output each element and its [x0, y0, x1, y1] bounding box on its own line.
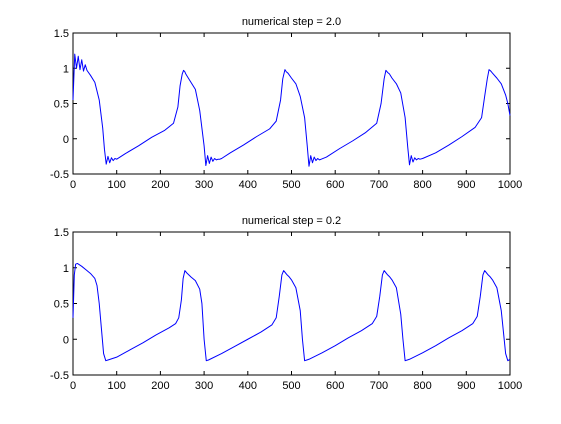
x-tick-label: 100 [108, 380, 126, 392]
x-tick-label: 0 [70, 380, 76, 392]
y-tick-label: 1.5 [54, 28, 69, 40]
y-tick-label: -0.5 [50, 370, 69, 382]
y-tick-label: 0.5 [54, 299, 69, 311]
y-tick-label: 0 [63, 134, 69, 146]
y-tick-label: 0.5 [54, 99, 69, 111]
x-tick-label: 400 [239, 380, 257, 392]
x-tick-label: 500 [282, 380, 300, 392]
x-tick-label: 1000 [498, 380, 522, 392]
y-tick-label: -0.5 [50, 169, 69, 181]
subplot-1: numerical step = 2.0 0 100 200 300 400 500 600 7… [50, 16, 522, 191]
chart-title: numerical step = 2.0 [242, 16, 341, 28]
x-tick-label: 1000 [498, 179, 522, 191]
subplot-2: numerical step = 0.2 0 100 200 300 400 500 600 7… [50, 215, 522, 392]
x-tick-label: 200 [151, 380, 169, 392]
x-tick-label: 0 [70, 179, 76, 191]
chart-title: numerical step = 0.2 [242, 215, 341, 227]
x-tick-label: 900 [457, 179, 475, 191]
x-tick-label: 300 [195, 380, 213, 392]
x-tick-label: 600 [326, 179, 344, 191]
x-tick-label: 500 [282, 179, 300, 191]
x-tick-label: 800 [413, 179, 431, 191]
x-tick-label: 700 [370, 380, 388, 392]
axes-frame [73, 33, 510, 174]
x-tick-label: 100 [108, 179, 126, 191]
x-tick-label: 800 [413, 380, 431, 392]
x-tick-label: 700 [370, 179, 388, 191]
y-tick-label: 1 [63, 63, 69, 75]
y-tick-label: 0 [63, 334, 69, 346]
x-tick-label: 600 [326, 380, 344, 392]
x-tick-label: 900 [457, 380, 475, 392]
axes-frame [73, 232, 510, 375]
x-tick-label: 200 [151, 179, 169, 191]
x-tick-label: 400 [239, 179, 257, 191]
y-tick-label: 1 [63, 263, 69, 275]
y-tick-label: 1.5 [54, 227, 69, 239]
x-tick-label: 300 [195, 179, 213, 191]
